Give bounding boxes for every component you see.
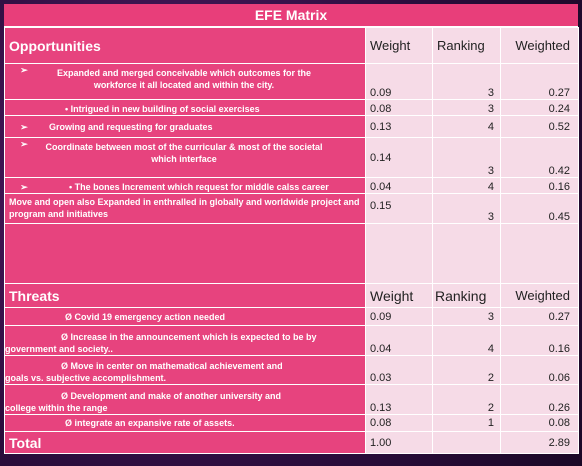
efe-matrix-table: Opportunities Weight Ranking Weighted ➢ E… xyxy=(4,27,579,454)
weight-cell: 0.08 xyxy=(365,99,433,116)
table-row: Ø Development and make of another univer… xyxy=(4,384,579,415)
table-row: Ø Move in center on mathematical achieve… xyxy=(4,355,579,385)
total-ranking-empty xyxy=(432,431,501,454)
arrow-bullet-icon: ➢ xyxy=(20,182,28,192)
table-row: Ø integrate an expansive rate of assets.… xyxy=(4,414,579,432)
weight-cell: 0.09 xyxy=(365,307,433,326)
arrow-bullet-icon: ➢ xyxy=(20,121,28,132)
weighted-cell: 0.45 xyxy=(500,193,579,224)
weight-cell: 0.15 xyxy=(365,193,433,224)
empty-row xyxy=(4,223,579,284)
ranking-cell: 4 xyxy=(432,115,501,138)
weighted-cell: 0.42 xyxy=(500,137,579,178)
weighted-cell: 0.16 xyxy=(500,177,579,194)
weighted-header: Weighted xyxy=(500,283,579,308)
ranking-cell: 2 xyxy=(432,355,501,385)
weight-cell: 0.09 xyxy=(365,63,433,100)
table-row: ➢ Growing and requesting for graduates 0.… xyxy=(4,115,579,138)
table-row: Move and open also Expanded in enthralle… xyxy=(4,193,579,224)
weighted-cell: 0.06 xyxy=(500,355,579,385)
threat-description: Ø Move in center on mathematical achieve… xyxy=(4,355,366,385)
ranking-cell: 3 xyxy=(432,193,501,224)
arrow-bullet-icon: ➢ xyxy=(20,65,28,75)
total-label: Total xyxy=(4,431,366,454)
total-weight: 1.00 xyxy=(365,431,433,454)
table-row: Ø Covid 19 emergency action needed 0.09 … xyxy=(4,307,579,326)
page-title: EFE Matrix xyxy=(4,4,578,27)
ranking-header: Ranking xyxy=(432,283,501,308)
weight-cell: 0.04 xyxy=(365,177,433,194)
threats-header-row: Threats Weight Ranking Weighted xyxy=(4,283,579,308)
weight-cell: 0.14 xyxy=(365,137,433,178)
ranking-cell: 3 xyxy=(432,307,501,326)
weight-header: Weight xyxy=(365,27,433,64)
opportunity-description: Move and open also Expanded in enthralle… xyxy=(4,193,366,224)
ranking-cell: 3 xyxy=(432,99,501,116)
table-row: Ø Increase in the announcement which is … xyxy=(4,325,579,356)
threat-description: Ø integrate an expansive rate of assets. xyxy=(4,414,366,432)
threat-description: Ø Development and make of another univer… xyxy=(4,384,366,415)
weight-cell: 0.04 xyxy=(365,325,433,356)
ranking-cell: 1 xyxy=(432,414,501,432)
total-row: Total 1.00 2.89 xyxy=(4,431,579,454)
opportunities-header-row: Opportunities Weight Ranking Weighted xyxy=(4,27,579,64)
weighted-cell: 0.52 xyxy=(500,115,579,138)
table-row: ➢ Expanded and merged conceivable which o… xyxy=(4,63,579,100)
opportunity-description: ➢ Coordinate between most of the curricu… xyxy=(4,137,366,178)
threat-description: Ø Covid 19 emergency action needed xyxy=(4,307,366,326)
weighted-cell: 0.27 xyxy=(500,63,579,100)
ranking-cell: 3 xyxy=(432,137,501,178)
ranking-header: Ranking xyxy=(432,27,501,64)
table-row: ➢ • The bones Increment which request for… xyxy=(4,177,579,194)
weight-cell: 0.13 xyxy=(365,115,433,138)
weighted-cell: 0.24 xyxy=(500,99,579,116)
weight-cell: 0.03 xyxy=(365,355,433,385)
ranking-cell: 3 xyxy=(432,63,501,100)
opportunity-description: ➢ Growing and requesting for graduates xyxy=(4,115,366,138)
opportunity-description: ➢ • The bones Increment which request for… xyxy=(4,177,366,194)
weighted-cell: 0.16 xyxy=(500,325,579,356)
weighted-cell: 0.27 xyxy=(500,307,579,326)
weight-cell: 0.13 xyxy=(365,384,433,415)
table-row: ➢ Coordinate between most of the curricu… xyxy=(4,137,579,178)
weight-cell: 0.08 xyxy=(365,414,433,432)
opportunity-description: ➢ Expanded and merged conceivable which o… xyxy=(4,63,366,100)
table-row: • Intrigued in new building of social ex… xyxy=(4,99,579,116)
arrow-bullet-icon: ➢ xyxy=(20,139,28,149)
weighted-cell: 0.26 xyxy=(500,384,579,415)
weight-header: Weight xyxy=(365,283,433,308)
opportunity-description: • Intrigued in new building of social ex… xyxy=(4,99,366,116)
ranking-cell: 4 xyxy=(432,325,501,356)
threat-description: Ø Increase in the announcement which is … xyxy=(4,325,366,356)
total-weighted: 2.89 xyxy=(500,431,579,454)
weighted-header: Weighted xyxy=(500,27,579,64)
threats-heading: Threats xyxy=(4,283,366,308)
weighted-cell: 0.08 xyxy=(500,414,579,432)
opportunities-heading: Opportunities xyxy=(4,27,366,64)
ranking-cell: 2 xyxy=(432,384,501,415)
ranking-cell: 4 xyxy=(432,177,501,194)
